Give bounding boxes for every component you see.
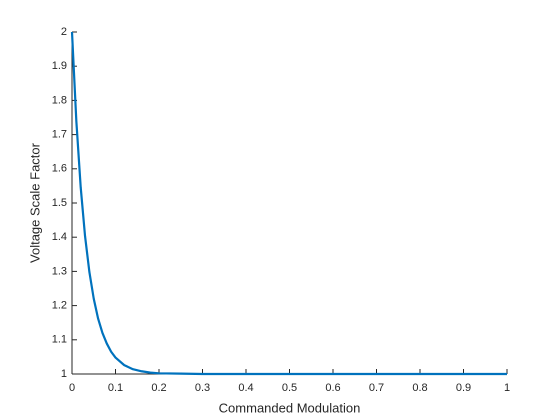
y-tick-label: 1	[61, 368, 67, 380]
x-tick-label: 1	[504, 382, 510, 394]
y-tick-label: 1.6	[52, 163, 67, 175]
x-tick-label: 0.8	[412, 382, 427, 394]
y-tick-label: 1.8	[52, 94, 67, 106]
x-tick-label: 0.6	[325, 382, 340, 394]
x-tick-label: 0.1	[108, 382, 123, 394]
y-tick-label: 1.3	[52, 265, 67, 277]
x-tick-label: 0.2	[151, 382, 166, 394]
y-axis-label: Voltage Scale Factor	[27, 142, 42, 263]
y-tick-label: 1.1	[52, 334, 67, 346]
y-tick-label: 2	[61, 26, 67, 38]
x-tick-label: 0	[69, 382, 75, 394]
y-tick-label: 1.5	[52, 197, 67, 209]
y-tick-label: 1.4	[52, 231, 67, 243]
y-tick-label: 1.9	[52, 60, 67, 72]
x-tick-label: 0.9	[456, 382, 471, 394]
x-axis-label: Commanded Modulation	[219, 400, 361, 415]
x-tick-label: 0.7	[369, 382, 384, 394]
x-tick-label: 0.3	[195, 382, 210, 394]
y-tick-label: 1.2	[52, 300, 67, 312]
line-series	[70, 31, 507, 376]
x-tick-label: 0.5	[282, 382, 297, 394]
x-tick-label: 0.4	[238, 382, 253, 394]
y-tick-label: 1.7	[52, 129, 67, 141]
